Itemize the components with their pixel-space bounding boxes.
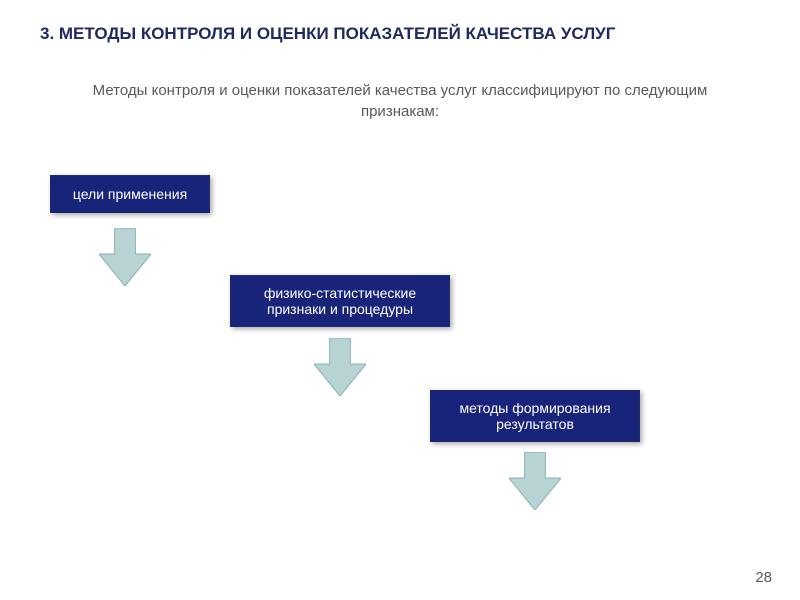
down-arrow-icon xyxy=(99,228,151,286)
box-goals: цели применения xyxy=(50,175,210,213)
slide-subtitle: Методы контроля и оценки показателей кач… xyxy=(60,80,740,122)
down-arrow-icon xyxy=(314,338,366,396)
slide-title: 3. МЕТОДЫ КОНТРОЛЯ И ОЦЕНКИ ПОКАЗАТЕЛЕЙ … xyxy=(40,24,760,44)
box-label: физико-статистические признаки и процеду… xyxy=(241,285,439,317)
box-label: цели применения xyxy=(73,186,187,202)
box-methods-results: методы формирования результатов xyxy=(430,390,640,442)
box-physical-statistical: физико-статистические признаки и процеду… xyxy=(230,275,450,327)
down-arrow-icon xyxy=(509,452,561,510)
page-number: 28 xyxy=(755,569,772,586)
box-label: методы формирования результатов xyxy=(441,400,629,432)
slide: 3. МЕТОДЫ КОНТРОЛЯ И ОЦЕНКИ ПОКАЗАТЕЛЕЙ … xyxy=(0,0,800,600)
